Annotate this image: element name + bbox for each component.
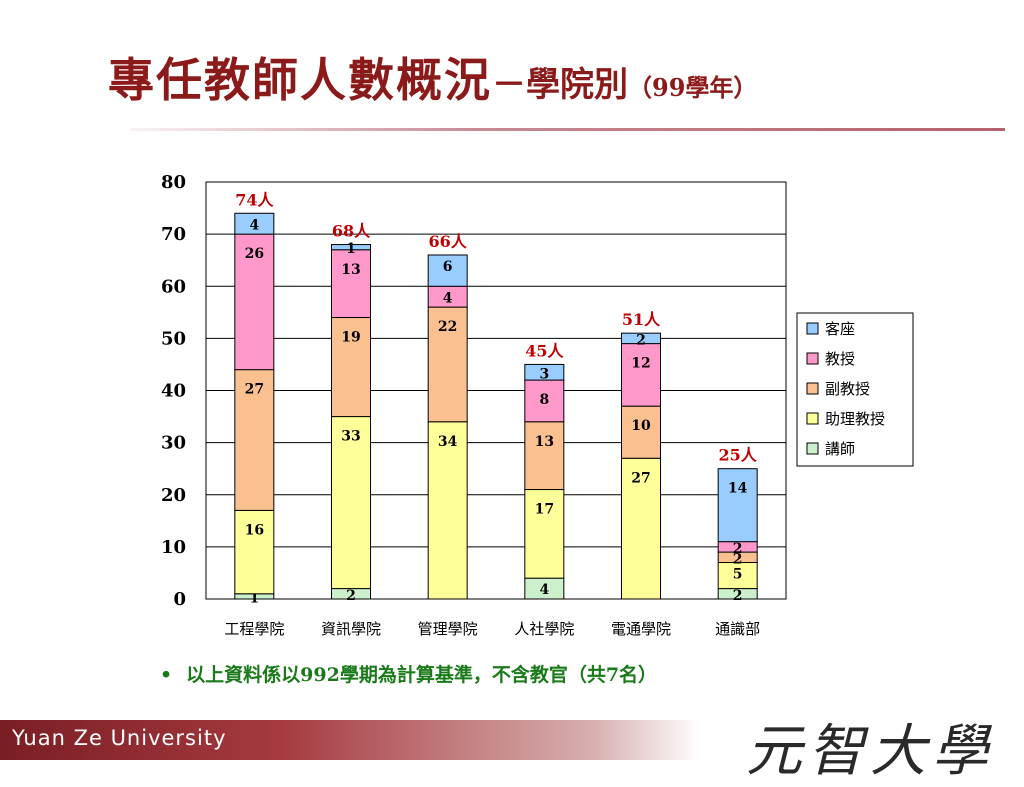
total-label: 68人 [332,222,371,241]
data-label: 1 [249,590,259,606]
data-label: 5 [733,567,743,583]
data-label: 33 [341,429,360,445]
legend-label: 講師 [825,440,855,458]
bar-segment [331,317,371,418]
data-label: 2 [733,551,743,567]
bar-segment [621,457,661,600]
total-label: 66人 [429,232,468,251]
data-label: 3 [539,366,549,382]
data-label: 27 [245,382,264,398]
bar-segment [427,254,468,287]
data-label: 26 [245,246,264,262]
legend-label: 副教授 [825,380,870,398]
data-label: 14 [728,481,748,497]
bar-segment [331,416,371,590]
data-label: 2 [346,588,356,604]
y-tick-label: 40 [161,381,186,402]
bar-segment [234,212,275,235]
data-label: 2 [636,332,646,348]
total-label: 51人 [622,310,661,329]
data-label: 16 [245,522,264,538]
data-label: 27 [631,470,650,486]
data-label: 6 [443,259,453,275]
x-tick-label: 人社學院 [514,620,574,638]
footer-university-logo: 元智大學 [746,719,994,784]
y-tick-label: 70 [161,224,186,245]
legend-swatch [806,382,819,395]
y-tick-label: 20 [161,485,186,506]
legend-swatch [806,322,819,335]
bar-segment [234,509,275,595]
bullet-icon: • [160,664,173,686]
data-label: 4 [443,290,453,306]
title-divider [130,128,1005,131]
bar-segment [524,379,565,423]
legend-label: 客座 [825,320,855,338]
bar-segment [427,421,468,600]
bar-segment [234,233,275,371]
data-label: 4 [539,582,549,598]
data-label: 13 [341,262,360,278]
legend-label: 助理教授 [825,410,885,428]
total-label: 45人 [525,341,564,360]
legend-swatch [806,442,819,455]
title-year: （99學年） [628,73,758,102]
title-sub: 學院別 [526,65,628,105]
bar-segment [524,421,565,491]
data-label: 12 [631,356,650,372]
data-label: 1 [346,241,356,257]
title-dash: － [492,65,526,105]
footnote-text: 以上資料係以992學期為計算基準，不含教官（共7名） [186,664,658,686]
title-main: 專任教師人數概況 [108,53,492,107]
total-label: 25人 [719,446,758,465]
total-label: 74人 [235,190,274,209]
y-tick-label: 50 [161,328,186,349]
footnote: • 以上資料係以992學期為計算基準，不含教官（共7名） [160,660,657,687]
bar-segment [427,306,468,423]
bar-segment [524,363,565,381]
bar-segment [621,332,661,345]
bar-segment [621,405,661,459]
page-title: 專任教師人數概況－學院別（99學年） [108,44,757,110]
data-label: 2 [733,541,743,557]
data-label: 8 [539,392,549,408]
footer: Yuan Ze University 元智大學 [0,712,1024,784]
bar-segment [331,244,371,251]
x-tick-label: 資訊學院 [321,620,381,638]
x-tick-label: 通識部 [715,620,760,638]
data-label: 17 [535,502,554,518]
bar-segment [524,489,565,579]
stacked-bar-chart: 010203040506070801162726474人工程學院23319131… [161,172,914,638]
legend-label: 教授 [825,350,855,368]
x-tick-label: 電通學院 [611,620,671,638]
y-tick-label: 80 [161,172,186,193]
data-label: 22 [438,319,457,335]
legend-swatch [806,352,819,365]
y-tick-label: 10 [161,537,186,558]
bar-segment [717,468,758,543]
footer-university-en: Yuan Ze University [12,726,227,750]
bar-segment [717,562,758,590]
y-tick-label: 60 [161,276,186,297]
legend-swatch [806,412,819,425]
footer-bar [0,720,700,760]
y-tick-label: 30 [161,433,186,454]
data-label: 10 [631,418,651,434]
bar-segment [234,369,275,511]
bar-segment [331,249,371,319]
data-label: 4 [249,217,259,233]
data-label: 19 [341,330,360,346]
x-tick-label: 工程學院 [224,620,284,638]
data-label: 2 [733,588,743,604]
data-label: 13 [535,434,554,450]
y-tick-label: 0 [173,589,186,610]
x-tick-label: 管理學院 [418,620,478,638]
bar-segment [621,343,661,407]
data-label: 34 [438,434,458,450]
